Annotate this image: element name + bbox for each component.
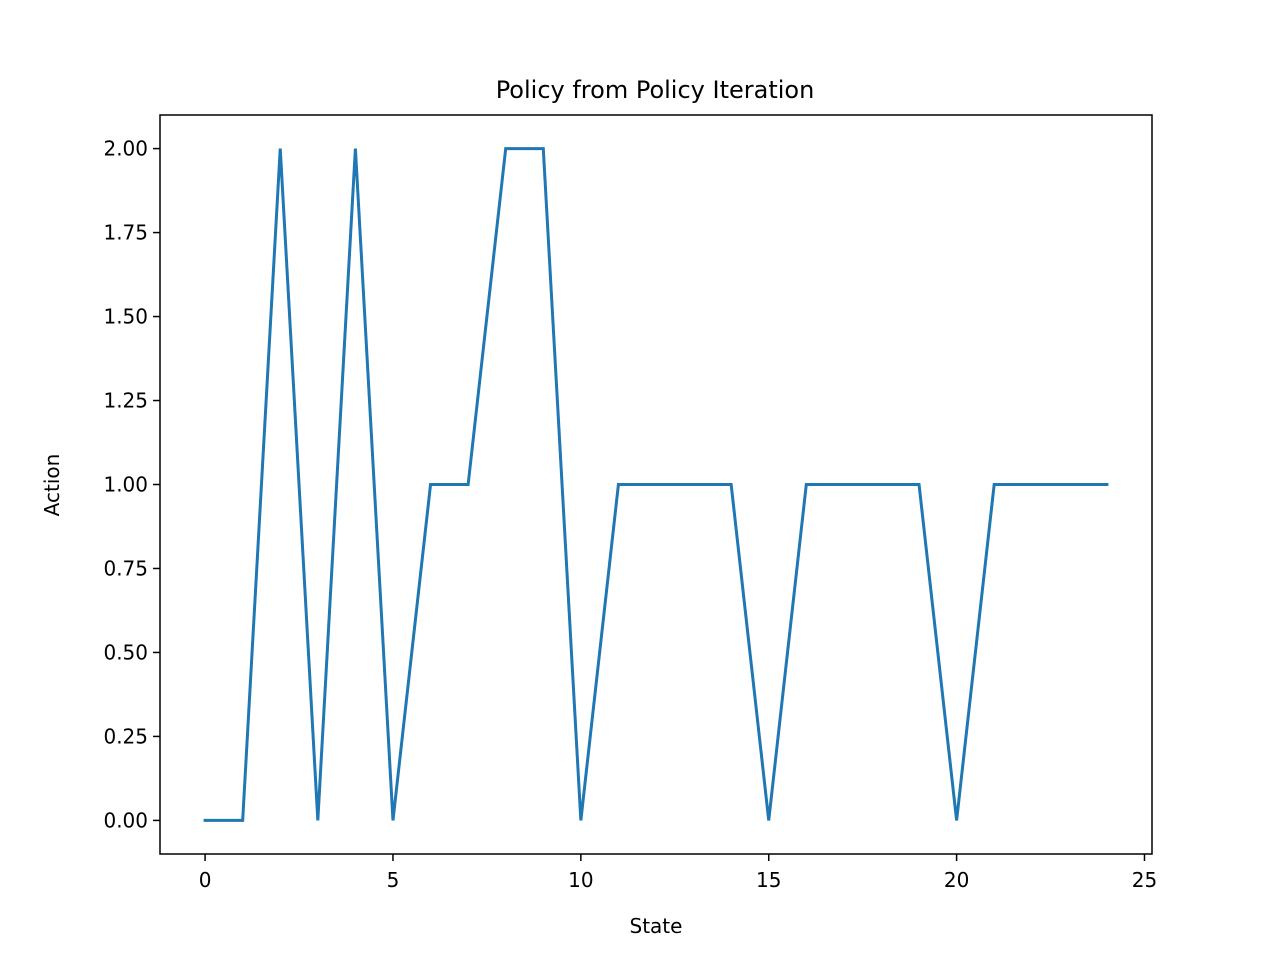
x-tick-label: 0 xyxy=(199,868,212,892)
x-tick-label: 10 xyxy=(568,868,593,892)
y-tick-label: 0.00 xyxy=(103,808,148,832)
y-tick-label: 1.75 xyxy=(103,221,148,245)
y-tick-label: 1.50 xyxy=(103,305,148,329)
chart-title: Policy from Policy Iteration xyxy=(496,76,815,104)
x-tick-label: 25 xyxy=(1132,868,1157,892)
y-tick-label: 0.75 xyxy=(103,556,148,580)
x-tick-label: 20 xyxy=(944,868,969,892)
x-axis-label: State xyxy=(630,914,683,938)
y-tick-label: 2.00 xyxy=(103,137,148,161)
x-tick-label: 5 xyxy=(387,868,400,892)
y-axis-label: Action xyxy=(40,454,64,517)
y-tick-label: 1.00 xyxy=(103,473,148,497)
plot-area xyxy=(203,147,1109,822)
x-axis: 0 5 10 15 20 25 xyxy=(199,854,1157,892)
series-line-0 xyxy=(203,147,1109,822)
x-tick-label: 15 xyxy=(756,868,781,892)
y-tick-label: 0.50 xyxy=(103,640,148,664)
y-tick-label: 1.25 xyxy=(103,389,148,413)
y-axis: 0.00 0.25 0.50 0.75 1.00 1.25 1.50 1.75 2.00 xyxy=(103,137,160,832)
y-tick-label: 0.25 xyxy=(103,724,148,748)
